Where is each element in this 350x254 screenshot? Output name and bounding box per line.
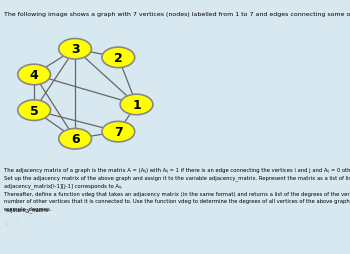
Text: adjacency_matrix: adjacency_matrix [5, 206, 49, 212]
Text: The following image shows a graph with 7 vertices (nodes) labelled from 1 to 7 a: The following image shows a graph with 7… [4, 11, 350, 17]
Circle shape [120, 95, 153, 115]
Circle shape [18, 65, 50, 85]
Text: 1  │: 1 │ [5, 219, 20, 227]
Text: 1: 1 [132, 99, 141, 112]
Text: 3: 3 [71, 43, 79, 56]
Text: 2: 2 [114, 52, 122, 65]
Circle shape [59, 129, 91, 149]
Text: 4: 4 [30, 69, 38, 82]
Text: 7: 7 [114, 126, 122, 138]
Circle shape [59, 39, 91, 60]
Circle shape [102, 48, 135, 68]
Text: The adjacency matrix of a graph is the matrix A = (Aᵢⱼ) with Aᵢⱼ = 1 if there is: The adjacency matrix of a graph is the m… [4, 168, 350, 212]
Circle shape [102, 122, 135, 142]
Text: 6: 6 [71, 133, 79, 146]
Circle shape [18, 101, 50, 121]
Text: 5: 5 [30, 104, 38, 117]
